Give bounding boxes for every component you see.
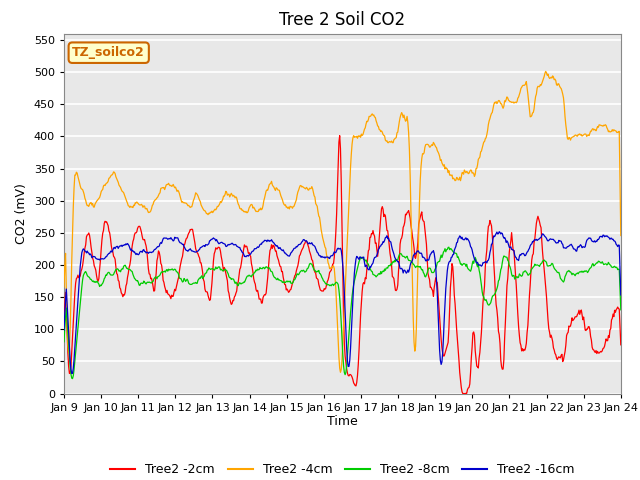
X-axis label: Time: Time (327, 415, 358, 429)
Y-axis label: CO2 (mV): CO2 (mV) (15, 183, 28, 244)
Text: TZ_soilco2: TZ_soilco2 (72, 46, 145, 59)
Legend: Tree2 -2cm, Tree2 -4cm, Tree2 -8cm, Tree2 -16cm: Tree2 -2cm, Tree2 -4cm, Tree2 -8cm, Tree… (106, 458, 579, 480)
Title: Tree 2 Soil CO2: Tree 2 Soil CO2 (279, 11, 406, 29)
